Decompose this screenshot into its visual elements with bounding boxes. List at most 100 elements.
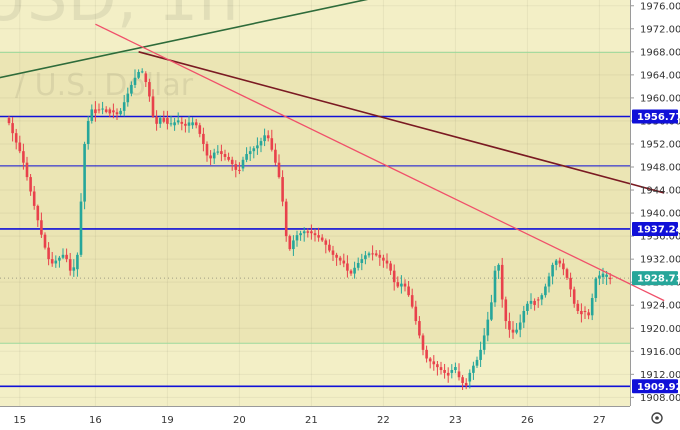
time-axis-panel[interactable] <box>0 406 630 430</box>
price-tick-label: 1920.00 <box>640 324 680 335</box>
candle-body <box>130 84 133 94</box>
candle-body <box>378 254 382 258</box>
candle-body <box>140 71 144 73</box>
candle-body <box>169 123 173 125</box>
candle-body <box>490 302 493 320</box>
candle-body <box>425 349 428 359</box>
candle-body <box>50 259 54 264</box>
trendline-dark-green[interactable] <box>0 0 459 79</box>
level-price-tag-label: 1937.24 <box>637 224 680 235</box>
time-axis[interactable]: 15 16 19 20 21 22 23 26 27 <box>13 415 605 426</box>
time-tick-label: 21 <box>305 415 318 426</box>
candle-body <box>540 295 544 300</box>
candle-body <box>58 257 61 261</box>
candle-body <box>436 364 439 368</box>
candle-body <box>176 120 180 123</box>
candle-body <box>7 118 11 124</box>
candle-body <box>36 205 40 221</box>
candle-body <box>536 299 540 301</box>
axis-settings-button[interactable] <box>651 412 663 424</box>
candle-body <box>216 151 220 153</box>
price-tick-label: 1932.00 <box>640 255 680 266</box>
candle-body <box>533 300 536 305</box>
candle-body <box>515 329 518 333</box>
candle-body <box>482 335 486 350</box>
candle-body <box>133 77 137 85</box>
candle-body <box>508 321 511 330</box>
trendline-maroon[interactable] <box>138 51 665 194</box>
candle-body <box>331 250 335 255</box>
candle-body <box>382 257 385 261</box>
candle-body <box>439 367 443 371</box>
watermark-description: / U.S. Dollar <box>15 68 194 103</box>
candle-body <box>497 264 500 271</box>
gear-icon[interactable] <box>651 412 663 424</box>
candle-body <box>40 220 43 235</box>
price-tick-label: 1976.00 <box>640 1 680 12</box>
candle-body <box>364 255 367 260</box>
candle-body <box>299 233 302 236</box>
candle-body <box>554 260 558 265</box>
candle-body <box>518 322 522 330</box>
candle-body <box>407 286 410 296</box>
level-price-tag[interactable] <box>632 379 678 394</box>
candle-body <box>11 123 14 134</box>
candle-body <box>400 283 403 287</box>
level-price-tag[interactable] <box>632 109 678 124</box>
candle-body <box>605 274 608 277</box>
candle-body <box>22 151 25 163</box>
candle-body <box>374 253 378 256</box>
candle-body <box>544 286 547 296</box>
candle-body <box>371 253 374 255</box>
candle-body <box>245 154 248 160</box>
last-price-tag[interactable] <box>632 271 678 286</box>
candle-body <box>184 123 187 126</box>
price-tick-label: 1940.00 <box>640 209 680 220</box>
price-tick-label: 1916.00 <box>640 347 680 358</box>
price-tick-label: 1912.00 <box>640 370 680 381</box>
time-tick-label: 22 <box>377 415 390 426</box>
candle-body <box>263 135 266 142</box>
candle-body <box>367 253 371 256</box>
candle-body <box>396 282 400 287</box>
candle-body <box>191 122 194 126</box>
last-price-tag-label: 1928.71 <box>637 274 680 285</box>
candle-body <box>266 135 270 139</box>
candle-body <box>151 96 155 117</box>
candle-body <box>500 264 504 300</box>
candle-body <box>590 298 594 316</box>
price-axis[interactable]: 1976.00 1972.00 1968.00 1964.00 1960.00 1956.… <box>630 1 680 404</box>
candle-body <box>562 263 565 270</box>
highlight-band <box>0 52 630 344</box>
trendline-pink[interactable] <box>95 23 665 302</box>
candle-body <box>259 141 263 146</box>
candle-body <box>284 201 288 237</box>
watermark: USD, 1h / U.S. Dollar <box>0 0 239 103</box>
candle-body <box>212 152 216 159</box>
candle-body <box>457 371 461 378</box>
price-tick-label: 1960.00 <box>640 93 680 104</box>
candle-body <box>472 365 475 373</box>
candle-body <box>79 201 83 255</box>
candle-body <box>14 133 18 143</box>
candle-body <box>504 299 508 322</box>
trendlines[interactable] <box>0 0 665 302</box>
time-tick-label: 16 <box>89 415 102 426</box>
candle-body <box>198 125 202 134</box>
gear-icon-center <box>655 416 659 420</box>
candle-body <box>230 159 234 165</box>
candle-body <box>202 133 205 144</box>
candle-body <box>486 319 490 336</box>
candle-body <box>493 270 497 303</box>
price-axis-panel[interactable] <box>630 0 680 406</box>
candle-body <box>25 162 29 178</box>
candle-body <box>144 73 148 83</box>
time-tick-label: 19 <box>161 415 174 426</box>
candle-body <box>86 120 90 144</box>
level-price-tag[interactable] <box>632 221 678 236</box>
candle-body <box>54 260 58 264</box>
candle-body <box>158 118 162 124</box>
candle-body <box>234 164 238 170</box>
time-tick-label: 20 <box>233 415 246 426</box>
